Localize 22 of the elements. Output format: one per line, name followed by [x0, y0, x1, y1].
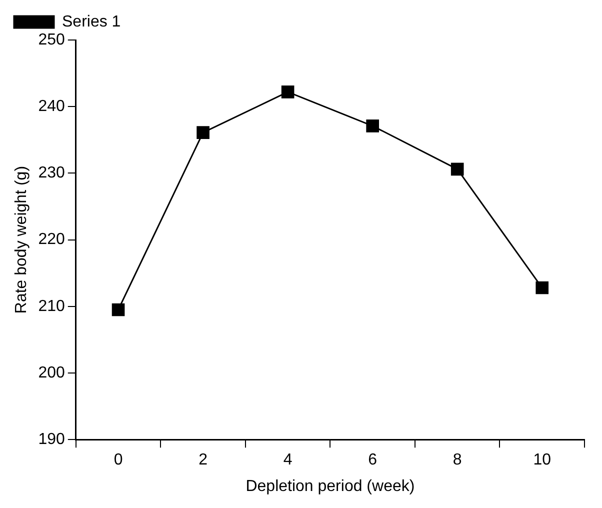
x-tick-label: 0: [114, 452, 123, 469]
y-tick-label: 190: [38, 431, 65, 448]
point: [112, 303, 125, 316]
y-tick-label: 220: [38, 231, 65, 248]
y-tick-label: 240: [38, 98, 65, 116]
x-tick-label: 6: [368, 452, 378, 469]
y-axis-title: Rate body weight (g): [13, 166, 30, 314]
x-tick-label: 4: [283, 452, 292, 469]
x-axis-title: Depletion period (week): [246, 478, 415, 495]
point: [536, 281, 549, 294]
point: [366, 120, 379, 132]
x-tick-label: 10: [533, 452, 552, 469]
x-tick-label: 2: [198, 452, 208, 469]
y-tick-label: 200: [38, 364, 65, 382]
point: [450, 162, 464, 176]
x-tick-label: 8: [452, 452, 462, 469]
y-tick-label: 230: [38, 164, 65, 182]
point: [196, 126, 210, 139]
point: [281, 86, 294, 98]
y-tick-label: 250: [38, 31, 65, 48]
y-tick-label: 210: [38, 298, 65, 315]
legend-label: Series 1: [62, 13, 121, 30]
